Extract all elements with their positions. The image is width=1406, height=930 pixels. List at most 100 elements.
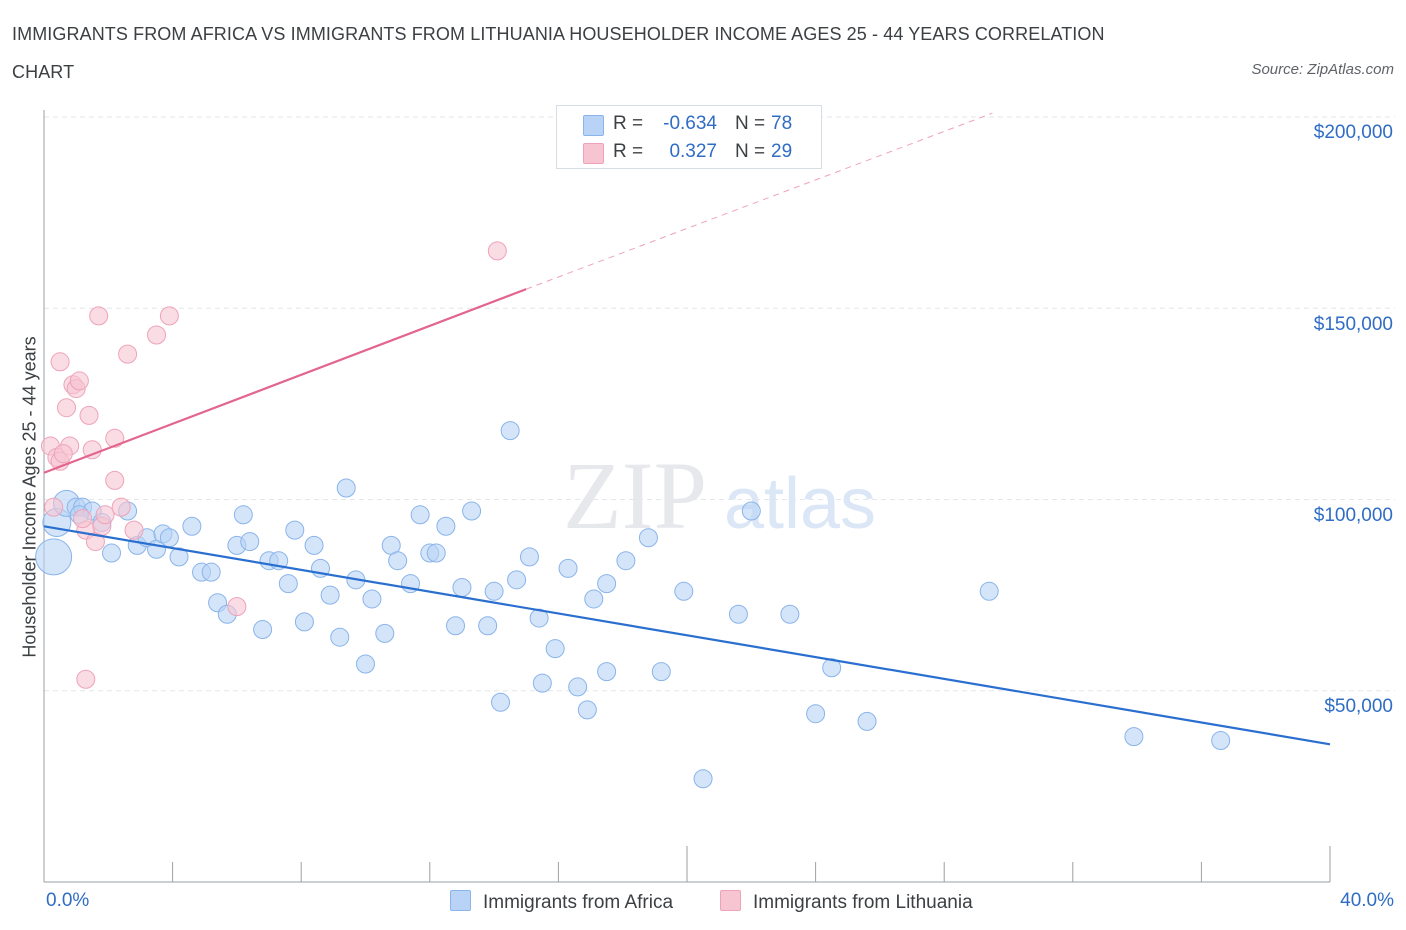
trend-line-africa — [43, 525, 1331, 746]
africa-point — [597, 574, 617, 594]
africa-point — [568, 677, 588, 697]
lithuania-point — [53, 444, 73, 464]
watermark: ZIP atlas — [563, 442, 876, 549]
legend-label-lithuania: Immigrants from Lithuania — [753, 892, 973, 913]
lithuania-point — [57, 398, 77, 418]
legend-r-label: R = — [613, 113, 644, 134]
africa-point — [436, 516, 456, 536]
africa-point — [159, 528, 179, 548]
africa-point — [638, 528, 658, 548]
chart-title-line-1: IMMIGRANTS FROM AFRICA VS IMMIGRANTS FRO… — [12, 24, 1105, 44]
legend-label-africa: Immigrants from Africa — [483, 892, 674, 913]
africa-point — [584, 589, 604, 609]
africa-point — [1211, 730, 1231, 750]
africa-point — [693, 769, 713, 789]
legend-n-label: N = — [735, 113, 766, 134]
africa-point — [182, 516, 202, 536]
africa-point — [529, 608, 549, 628]
africa-point — [452, 577, 472, 597]
africa-point — [857, 711, 877, 731]
africa-point — [446, 616, 466, 636]
legend-r-label: R = — [613, 141, 644, 162]
africa-point — [35, 538, 73, 576]
africa-point — [201, 562, 221, 582]
lithuania-point — [44, 497, 64, 517]
source-label: Source: ZipAtlas.com — [1251, 61, 1394, 78]
series-africa-points — [35, 421, 1231, 789]
legend-n-value: 78 — [771, 113, 793, 134]
africa-point — [240, 532, 260, 552]
africa-point — [253, 620, 273, 640]
lithuania-point — [95, 505, 115, 525]
africa-point — [491, 692, 511, 712]
y-axis-label: Householder Income Ages 25 - 44 years — [19, 336, 40, 658]
legend-n-value: 29 — [771, 141, 793, 162]
trend-lines — [43, 112, 1331, 746]
africa-point — [356, 654, 375, 674]
africa-point — [484, 581, 504, 601]
series-lithuania-points — [40, 241, 507, 689]
legend-item-africa: Immigrants from Africa — [450, 890, 673, 914]
trend-line-lithuania — [43, 288, 527, 474]
lithuania-point — [50, 352, 70, 372]
y-tick-label-200000: $200,000 — [1313, 122, 1393, 143]
axes — [43, 110, 1331, 883]
y-tick-label-50000: $50,000 — [1324, 696, 1393, 717]
correlation-legend: R = -0.634 N = 78 R = 0.327 N = 29 — [556, 105, 822, 169]
africa-point — [532, 673, 552, 693]
africa-point — [375, 623, 395, 643]
lithuania-point — [76, 669, 96, 689]
legend-item-lithuania: Immigrants from Lithuania — [720, 890, 973, 914]
africa-point — [462, 501, 482, 521]
lithuania-point — [73, 509, 93, 529]
lithuania-point — [147, 325, 167, 345]
africa-point — [806, 704, 826, 724]
africa-point — [558, 558, 578, 578]
lithuania-point — [69, 371, 89, 391]
africa-point — [410, 505, 430, 525]
lithuania-point — [124, 520, 144, 540]
x-tick-label-max: 40.0% — [1340, 890, 1394, 911]
africa-point — [728, 604, 748, 624]
lithuania-point — [227, 597, 247, 617]
lithuania-point — [89, 306, 109, 326]
lithuania-point — [79, 405, 99, 425]
lithuania-point — [105, 470, 125, 490]
lithuania-point — [487, 241, 507, 261]
legend-swatch-africa — [450, 890, 471, 911]
africa-point — [651, 662, 671, 682]
legend-swatch-africa — [583, 115, 604, 136]
legend-r-value: 0.327 — [669, 141, 717, 162]
grid-lines — [44, 116, 1395, 692]
africa-point — [507, 570, 527, 590]
watermark-zip: ZIP — [563, 442, 707, 549]
africa-point — [741, 501, 761, 521]
africa-point — [500, 421, 520, 441]
africa-point — [780, 604, 800, 624]
lithuania-point — [111, 497, 131, 517]
africa-point — [979, 581, 999, 601]
africa-point — [426, 543, 446, 563]
africa-point — [336, 478, 356, 498]
africa-point — [304, 535, 324, 555]
africa-point — [577, 700, 597, 720]
africa-point — [478, 616, 498, 636]
x-tick-label-min: 0.0% — [46, 890, 90, 911]
africa-point — [233, 505, 253, 525]
africa-point — [616, 551, 636, 571]
lithuania-point — [118, 344, 138, 364]
africa-point — [320, 585, 340, 605]
africa-point — [169, 547, 189, 567]
africa-point — [285, 520, 305, 540]
africa-point — [330, 627, 350, 647]
africa-point — [388, 551, 408, 571]
africa-point — [674, 581, 694, 601]
lithuania-point — [159, 306, 179, 326]
africa-point — [278, 574, 298, 594]
chart-title: IMMIGRANTS FROM AFRICA VS IMMIGRANTS FRO… — [12, 20, 1172, 86]
y-tick-label-150000: $150,000 — [1313, 314, 1393, 335]
lithuania-point — [105, 428, 125, 448]
africa-point — [545, 639, 565, 659]
y-tick-label-100000: $100,000 — [1313, 505, 1393, 526]
